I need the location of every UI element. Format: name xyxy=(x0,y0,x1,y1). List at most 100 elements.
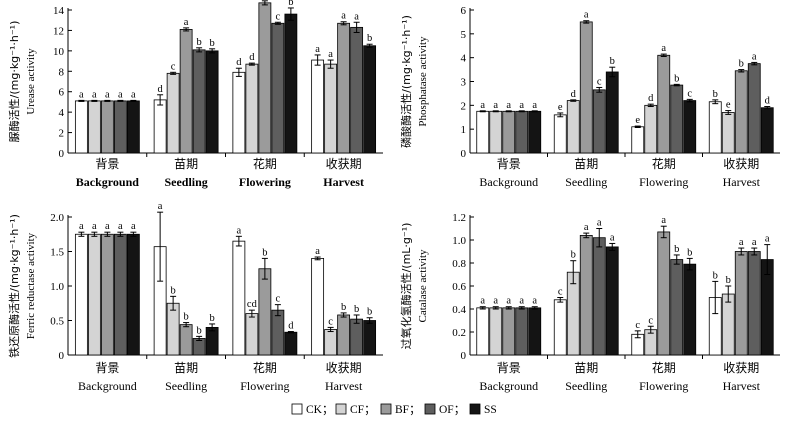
category-label-en: Background xyxy=(479,175,538,189)
panel-phosphatase: 0 1 2 3 4 5 6 磷酸酶活性/(mg·kg⁻¹·h⁻¹) Phosphatase ac… xyxy=(399,5,780,189)
y-tick-label: 1.0 xyxy=(452,235,466,247)
category-label-en: Seedling xyxy=(565,379,607,393)
significance-label: a xyxy=(610,232,615,243)
category-label-cn: 花期 xyxy=(652,156,676,171)
y-tick-label: 0 xyxy=(59,350,65,362)
bar-ck xyxy=(74,100,88,154)
significance-label: a xyxy=(506,296,511,307)
bar-bf xyxy=(657,54,671,154)
y-tick-label: 10 xyxy=(53,46,65,58)
significance-label: a xyxy=(105,89,110,100)
significance-label: a xyxy=(92,221,97,232)
y-tick-label: 0 xyxy=(59,148,65,160)
bar-ss xyxy=(205,326,219,356)
significance-label: e xyxy=(635,115,640,126)
significance-label: b xyxy=(367,307,372,318)
bar-ck xyxy=(311,59,325,154)
bar-bf xyxy=(502,307,516,356)
significance-label: a xyxy=(341,11,346,22)
y-axis-label-en: Phosphatase activity xyxy=(417,36,429,127)
significance-label: d xyxy=(571,89,577,100)
category-label-cn: 背景 xyxy=(497,361,521,375)
significance-label: b xyxy=(610,56,615,67)
bar-ck xyxy=(476,307,490,356)
y-tick-label: 3 xyxy=(461,77,467,89)
bar-bf xyxy=(258,268,272,356)
bar-of xyxy=(113,100,127,154)
category-label-en: Harvest xyxy=(325,379,363,393)
bar-bf xyxy=(179,324,193,356)
legend-swatch-of xyxy=(424,403,436,415)
significance-label: b xyxy=(726,275,731,286)
legend-label-bf: BF； xyxy=(395,404,421,416)
category-label-en: Background xyxy=(76,175,139,189)
significance-label: b xyxy=(674,244,679,255)
significance-label: a xyxy=(480,100,485,111)
bar-bf xyxy=(337,314,351,356)
bar-ck xyxy=(232,240,246,356)
significance-label: a xyxy=(493,100,498,111)
bar-bf xyxy=(100,100,114,154)
significance-label: a xyxy=(315,44,320,55)
bar-ck xyxy=(553,114,567,154)
significance-label: a xyxy=(597,218,602,229)
significance-label: a xyxy=(354,11,359,22)
y-tick-label: 2.0 xyxy=(50,212,64,224)
category-label-en: Flowering xyxy=(239,175,291,189)
y-tick-label: 1 xyxy=(461,124,467,136)
significance-label: b xyxy=(184,312,189,323)
bar-bf xyxy=(657,231,671,356)
bar-of xyxy=(271,22,285,154)
significance-label: b xyxy=(674,73,679,84)
bar-cf xyxy=(324,63,338,154)
bar-cf xyxy=(721,112,735,154)
y-tick-label: 12 xyxy=(53,25,64,37)
significance-label: a xyxy=(752,51,757,62)
significance-label: a xyxy=(519,296,524,307)
bar-bf xyxy=(734,70,748,154)
significance-label: c xyxy=(597,76,602,87)
y-tick-label: 8 xyxy=(59,66,65,78)
y-tick-label: 14 xyxy=(53,5,65,17)
bar-ss xyxy=(126,100,140,154)
y-tick-label: 0.6 xyxy=(452,281,466,293)
y-tick-label: 0.5 xyxy=(50,316,64,328)
bar-ss xyxy=(126,233,140,356)
significance-label: a xyxy=(315,246,320,257)
significance-label: a xyxy=(506,100,511,111)
bar-of xyxy=(747,63,761,154)
y-axis-label-en: Ferric reductase activity xyxy=(25,232,37,339)
significance-label: a xyxy=(584,10,589,21)
significance-label: a xyxy=(752,237,757,248)
significance-label: a xyxy=(480,296,485,307)
bar-cf xyxy=(166,72,180,154)
category-label-cn: 苗期 xyxy=(174,361,198,375)
significance-label: a xyxy=(519,100,524,111)
legend-label-ck: CK； xyxy=(306,404,333,416)
significance-label: b xyxy=(197,325,202,336)
significance-label: b xyxy=(210,38,215,49)
significance-label: cd xyxy=(247,299,258,310)
significance-label: c xyxy=(558,287,563,298)
bar-ss xyxy=(528,307,542,356)
category-label-en: Seedling xyxy=(565,175,607,189)
bar-bf xyxy=(502,110,516,154)
legend-label-ss: SS xyxy=(484,404,497,416)
y-tick-label: 6 xyxy=(59,87,65,99)
bar-ss xyxy=(528,110,542,154)
legend: CK； CF； BF； OF； SS xyxy=(291,403,497,416)
category-label-cn: 收获期 xyxy=(723,361,759,375)
y-tick-label: 4 xyxy=(59,107,65,119)
bar-of xyxy=(670,259,684,356)
bar-ck xyxy=(476,110,490,154)
category-label-cn: 背景 xyxy=(497,157,521,171)
significance-label: a xyxy=(118,89,123,100)
bar-of xyxy=(592,237,606,356)
bar-bf xyxy=(337,22,351,154)
category-label-cn: 花期 xyxy=(652,360,676,375)
category-label-en: Flowering xyxy=(639,379,688,393)
y-axis-label-en: Catalase activity xyxy=(417,249,429,322)
bar-of xyxy=(670,84,684,154)
significance-label: e xyxy=(726,100,731,111)
